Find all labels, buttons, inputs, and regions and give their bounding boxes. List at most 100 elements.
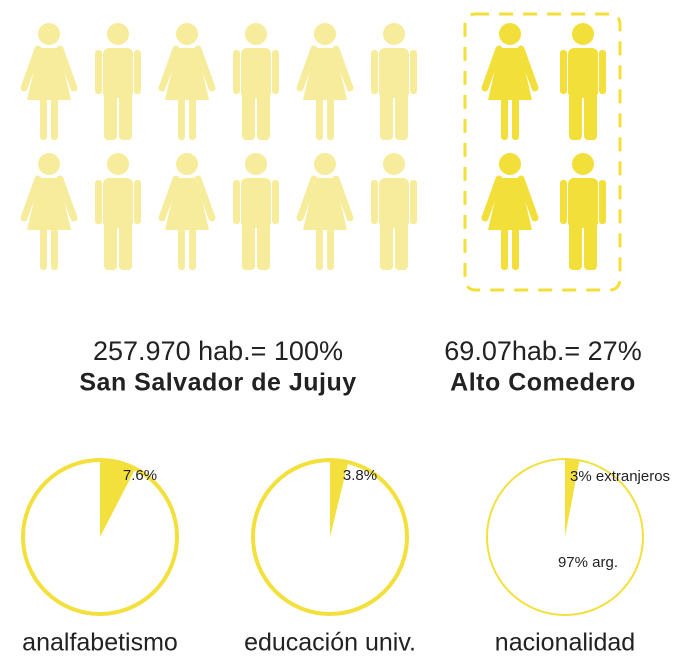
leg xyxy=(327,228,334,270)
arm xyxy=(56,175,78,222)
dress xyxy=(303,48,347,100)
arm xyxy=(233,180,240,224)
pie-slice xyxy=(565,460,580,537)
head xyxy=(499,153,521,175)
leg xyxy=(512,228,519,270)
torso xyxy=(568,48,598,98)
value-label: 97% arg. xyxy=(558,554,618,571)
value-label: 3% extranjeros xyxy=(570,468,670,485)
leg xyxy=(395,92,408,140)
leg xyxy=(257,222,270,270)
figure-group xyxy=(20,23,417,270)
arm xyxy=(517,175,539,222)
arm xyxy=(296,45,318,92)
arm xyxy=(332,175,354,222)
arm xyxy=(20,175,42,222)
pie-title: educación univ. xyxy=(244,629,416,657)
leg xyxy=(178,228,185,270)
head xyxy=(176,23,198,45)
leg xyxy=(584,222,597,270)
leg xyxy=(380,222,393,270)
leg xyxy=(569,222,582,270)
arm xyxy=(56,45,78,92)
pie-slice xyxy=(100,460,136,537)
arm xyxy=(410,50,417,94)
arm xyxy=(134,50,141,94)
group-label: 257.970 hab.= 100% xyxy=(93,336,343,366)
arm xyxy=(272,180,279,224)
leg xyxy=(316,228,323,270)
leg xyxy=(569,92,582,140)
leg xyxy=(178,98,185,140)
figure-group xyxy=(481,23,606,270)
leg xyxy=(189,98,196,140)
dress xyxy=(488,48,532,100)
torso xyxy=(379,48,409,98)
arm xyxy=(233,50,240,94)
leg xyxy=(242,92,255,140)
arm xyxy=(481,45,503,92)
arm xyxy=(560,180,567,224)
group-name: San Salvador de Jujuy xyxy=(79,369,356,397)
leg xyxy=(104,92,117,140)
head xyxy=(314,23,336,45)
group-label: 69.07hab.= 27% xyxy=(444,336,641,366)
leg xyxy=(512,98,519,140)
leg xyxy=(501,228,508,270)
torso xyxy=(568,178,598,228)
dress xyxy=(27,178,71,230)
dress xyxy=(488,178,532,230)
pie-title: analfabetismo xyxy=(22,629,178,657)
arm xyxy=(194,45,216,92)
torso xyxy=(103,48,133,98)
dress xyxy=(303,178,347,230)
torso xyxy=(379,178,409,228)
leg xyxy=(104,222,117,270)
head xyxy=(572,153,594,175)
head xyxy=(245,153,267,175)
arm xyxy=(20,45,42,92)
arm xyxy=(296,175,318,222)
torso xyxy=(103,178,133,228)
head xyxy=(499,23,521,45)
head xyxy=(107,23,129,45)
pie-slice xyxy=(330,460,349,537)
torso xyxy=(241,178,271,228)
head xyxy=(314,153,336,175)
leg xyxy=(316,98,323,140)
head xyxy=(383,23,405,45)
leg xyxy=(40,98,47,140)
arm xyxy=(371,180,378,224)
arm xyxy=(481,175,503,222)
head xyxy=(176,153,198,175)
head xyxy=(38,153,60,175)
arm xyxy=(134,180,141,224)
leg xyxy=(395,222,408,270)
arm xyxy=(272,50,279,94)
arm xyxy=(95,50,102,94)
group-name: Alto Comedero xyxy=(450,369,636,397)
pie-slice xyxy=(488,460,643,614)
arm xyxy=(560,50,567,94)
arm xyxy=(158,45,180,92)
arm xyxy=(517,45,539,92)
head xyxy=(572,23,594,45)
leg xyxy=(40,228,47,270)
head xyxy=(383,153,405,175)
leg xyxy=(119,92,132,140)
leg xyxy=(51,228,58,270)
leg xyxy=(380,92,393,140)
leg xyxy=(257,92,270,140)
value-label: 7.6% xyxy=(123,467,157,484)
leg xyxy=(189,228,196,270)
dress xyxy=(27,48,71,100)
highlight-box xyxy=(463,12,622,292)
arm xyxy=(599,50,606,94)
arm xyxy=(95,180,102,224)
torso xyxy=(241,48,271,98)
pie-title: nacionalidad xyxy=(495,629,635,657)
leg xyxy=(51,98,58,140)
head xyxy=(107,153,129,175)
arm xyxy=(371,50,378,94)
